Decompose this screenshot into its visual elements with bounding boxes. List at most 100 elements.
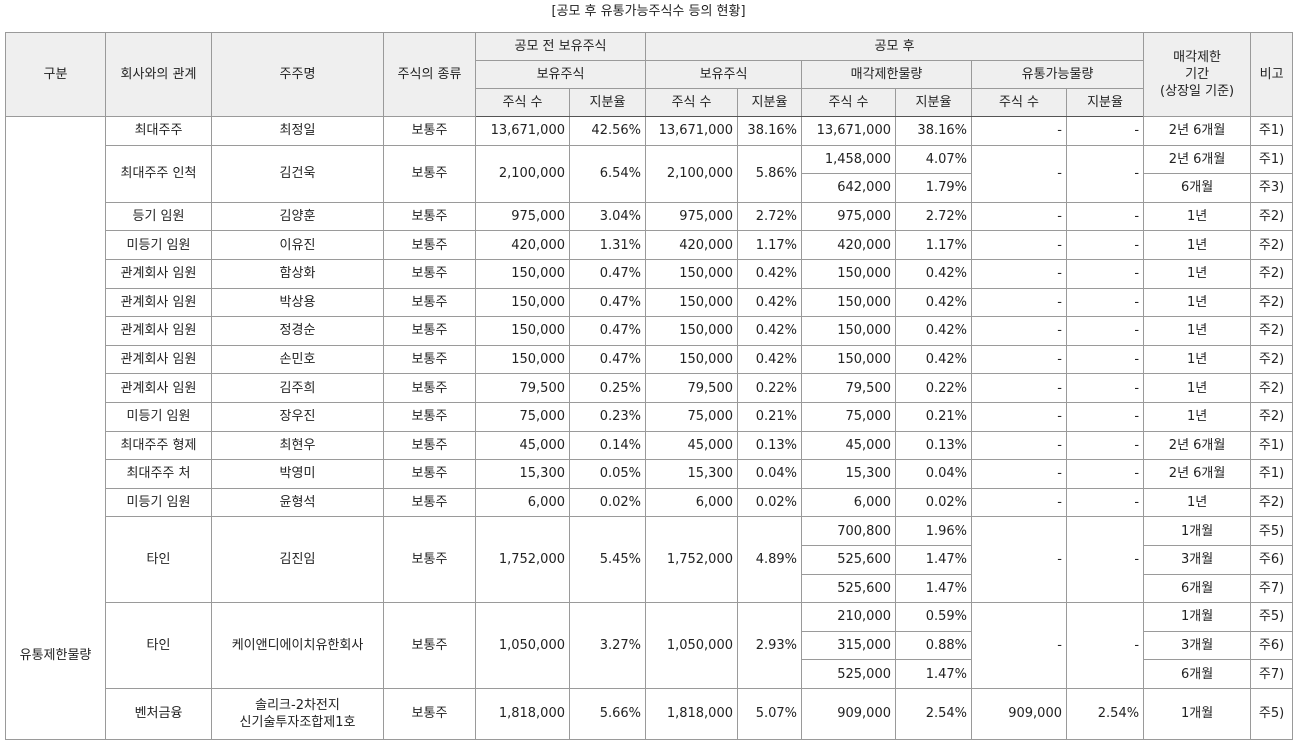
period-cell: 3개월 [1143, 630, 1252, 661]
pct-cell: 0.42% [737, 316, 802, 346]
pct-cell: 0.05% [569, 459, 646, 489]
pct-cell: 0.42% [737, 287, 802, 318]
holder-cell: 최현우 [211, 430, 384, 461]
note-cell: 주5) [1250, 516, 1294, 546]
pct-cell: - [1065, 516, 1145, 604]
shares-cell: 15,300 [645, 459, 738, 489]
shares-cell: - [971, 116, 1067, 146]
shares-cell: 2,100,000 [475, 144, 570, 203]
period-cell: 2년 6개월 [1143, 430, 1252, 461]
shares-cell: - [971, 144, 1067, 203]
shares-cell: 150,000 [801, 344, 896, 375]
pct-cell: 1.47% [895, 544, 972, 575]
holder-cell: 김주희 [211, 373, 384, 403]
shares-cell: 210,000 [801, 602, 896, 632]
shares-cell: 525,000 [801, 659, 896, 689]
table-row: 벤처금융 솔리크-2차전지 신기술투자조합제1호 보통주 1,818,000 5.66%… [6, 687, 1294, 740]
shares-cell: 150,000 [475, 316, 570, 346]
pct-cell: 0.02% [569, 487, 646, 518]
header-cell: 보유주식 [475, 60, 646, 89]
header-row: 보유주식 보유주식 매각제한물량 유통가능물량 [6, 60, 1293, 89]
pct-cell: 1.17% [895, 230, 972, 260]
type-cell: 보통주 [383, 258, 476, 289]
period-cell: 1년 [1143, 287, 1252, 318]
period-cell: 1년 [1143, 487, 1252, 518]
pct-cell: 0.14% [569, 430, 646, 461]
shares-cell: 150,000 [645, 258, 738, 289]
shares-cell: 6,000 [801, 487, 896, 518]
shares-cell: - [971, 316, 1067, 346]
pct-cell: 0.47% [569, 258, 646, 289]
period-cell: 1년 [1143, 230, 1252, 260]
holder-cell: 장우진 [211, 401, 384, 432]
holder-cell: 박영미 [211, 459, 384, 489]
relation-cell: 벤처금융 [105, 687, 212, 740]
shares-cell: 975,000 [801, 201, 896, 232]
category-cell: 유통제한물량 [5, 116, 106, 740]
shares-cell: 1,818,000 [645, 687, 738, 740]
shares-cell: - [971, 401, 1067, 432]
period-cell: 6개월 [1143, 173, 1252, 203]
type-cell: 보통주 [383, 487, 476, 518]
header-cell: 매각제한 기간 (상장일 기준) [1143, 32, 1252, 117]
table-row: 미등기 임원 장우진 보통주 75,000 0.23% 75,000 0.21% 75,000… [6, 401, 1294, 432]
shares-cell: 420,000 [645, 230, 738, 260]
table-row: 타인 김진임 보통주 1,752,000 5.45% 1,752,000 4.89% 700,… [6, 516, 1294, 604]
pct-cell: 0.02% [895, 487, 972, 518]
header-cell: 공모 후 [644, 32, 1145, 61]
holder-cell: 솔리크-2차전지 신기술투자조합제1호 [211, 687, 384, 740]
period-cell: 1년 [1143, 401, 1252, 432]
pct-cell: - [1065, 287, 1145, 318]
header-cell: 보유주식 [645, 60, 802, 89]
pct-cell: 2.72% [737, 201, 802, 232]
type-cell: 보통주 [383, 116, 476, 146]
pct-cell: 0.42% [737, 344, 802, 375]
period-cell: 2년 6개월 [1143, 116, 1252, 146]
shares-cell: 975,000 [475, 201, 570, 232]
note-cell: 주3) [1250, 173, 1294, 203]
shares-cell: 1,050,000 [645, 602, 738, 689]
table-row: 등기 임원 김양훈 보통주 975,000 3.04% 975,000 2.72% 975,0… [6, 201, 1294, 232]
holder-cell: 김진임 [211, 516, 384, 604]
holder-cell: 케이앤디에이치유한회사 [211, 602, 384, 689]
note-cell: 주2) [1250, 401, 1294, 432]
type-cell: 보통주 [383, 602, 476, 689]
relation-cell: 등기 임원 [105, 201, 212, 232]
header-cell: 공모 전 보유주식 [475, 32, 646, 61]
pct-cell: - [1065, 401, 1145, 432]
note-cell: 주7) [1250, 659, 1294, 689]
shares-cell: 150,000 [475, 287, 570, 318]
header-cell: 지분율 [895, 88, 972, 117]
type-cell: 보통주 [383, 201, 476, 232]
shares-cell: 1,458,000 [801, 144, 896, 175]
holder-cell: 박상용 [211, 287, 384, 318]
pct-cell: 0.22% [737, 373, 802, 403]
header-cell: 지분율 [737, 88, 802, 117]
header-cell: 구분 [5, 32, 106, 117]
note-cell: 주2) [1250, 258, 1294, 289]
pct-cell: 0.47% [569, 316, 646, 346]
note-cell: 주1) [1250, 459, 1294, 489]
table-row: 최대주주 인척 김건욱 보통주 2,100,000 6.54% 2,100,000 5.86… [6, 144, 1294, 203]
pct-cell: 38.16% [895, 116, 972, 146]
pct-cell: 0.04% [895, 459, 972, 489]
pct-cell: 0.25% [569, 373, 646, 403]
pct-cell: 42.56% [569, 116, 646, 146]
shares-cell: 150,000 [475, 258, 570, 289]
period-cell: 1개월 [1143, 516, 1252, 546]
header-cell: 주식 수 [645, 88, 738, 117]
note-cell: 주2) [1250, 316, 1294, 346]
shares-cell: 45,000 [475, 430, 570, 461]
note-cell: 주7) [1250, 573, 1294, 604]
shares-cell: 150,000 [801, 287, 896, 318]
shares-cell: 6,000 [645, 487, 738, 518]
pct-cell: 0.42% [895, 287, 972, 318]
period-cell: 6개월 [1143, 659, 1252, 689]
table-body: 유통제한물량 최대주주 최정일 보통주 13,671,000 42.56% 13,671,0… [5, 116, 1294, 740]
pct-cell: 5.66% [569, 687, 646, 740]
shares-cell: - [971, 602, 1067, 689]
pct-cell: - [1065, 487, 1145, 518]
pct-cell: 38.16% [737, 116, 802, 146]
relation-cell: 관계회사 임원 [105, 287, 212, 318]
shares-cell: 79,500 [645, 373, 738, 403]
